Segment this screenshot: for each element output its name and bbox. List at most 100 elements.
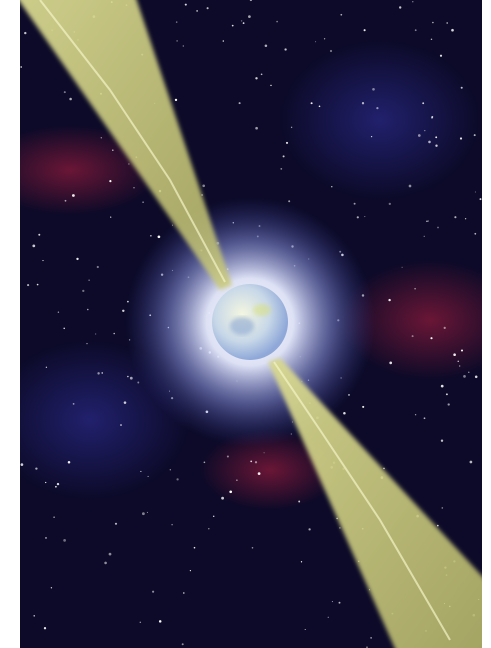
star (440, 439, 444, 442)
star (203, 461, 206, 464)
star (323, 38, 326, 40)
star (72, 403, 75, 405)
star (308, 528, 311, 531)
star (182, 592, 185, 594)
star (175, 21, 178, 23)
star (120, 424, 122, 426)
star (414, 287, 416, 290)
star (331, 186, 333, 188)
star (45, 366, 48, 368)
star (389, 361, 393, 365)
star (56, 482, 60, 486)
star (128, 163, 130, 165)
star (150, 235, 152, 237)
star (298, 500, 301, 503)
star (331, 601, 333, 603)
star (318, 105, 321, 108)
star (53, 516, 55, 519)
star (474, 191, 476, 193)
star (282, 155, 285, 158)
star (242, 22, 245, 24)
star (356, 216, 359, 219)
star (33, 615, 35, 617)
star (288, 200, 291, 203)
star (285, 141, 289, 144)
star (133, 186, 135, 189)
star (459, 365, 461, 367)
star (463, 375, 466, 378)
nebula (340, 260, 482, 380)
star (399, 6, 402, 9)
star (251, 547, 254, 549)
star (432, 21, 434, 24)
star (32, 244, 36, 248)
star (182, 45, 184, 47)
star (430, 337, 433, 340)
star (100, 137, 103, 139)
star (473, 134, 476, 137)
star (87, 308, 89, 311)
star (414, 414, 417, 416)
star (370, 135, 373, 138)
star (284, 48, 287, 51)
star (383, 467, 385, 470)
star (202, 184, 205, 188)
star (459, 137, 463, 140)
star (27, 284, 30, 287)
star (376, 106, 379, 110)
star (140, 470, 142, 472)
star (435, 144, 438, 147)
star (440, 384, 444, 388)
star (181, 643, 184, 646)
star (63, 539, 66, 542)
star (193, 546, 196, 549)
star (206, 7, 209, 10)
star-surface (230, 317, 254, 335)
star (57, 311, 60, 313)
star (43, 627, 47, 630)
star (152, 590, 155, 593)
star (240, 20, 243, 22)
star (435, 136, 438, 139)
beam-streak (273, 361, 451, 641)
star (361, 102, 365, 105)
star (441, 507, 444, 509)
star (67, 460, 71, 464)
star (142, 512, 145, 516)
star (469, 460, 473, 464)
star (63, 91, 66, 94)
star (479, 198, 482, 201)
star (439, 54, 443, 57)
star (343, 411, 346, 415)
star (300, 561, 303, 563)
star (255, 77, 258, 80)
star (474, 375, 478, 379)
star (236, 479, 238, 481)
star (222, 40, 225, 42)
star (414, 29, 417, 32)
star (445, 393, 448, 396)
star (229, 490, 233, 494)
star (35, 467, 38, 470)
beam-streak (39, 0, 226, 283)
star (137, 381, 140, 384)
star (423, 235, 425, 237)
star (446, 22, 449, 24)
star (114, 522, 118, 525)
star (24, 31, 27, 35)
star-surface (253, 304, 271, 316)
star (430, 38, 433, 41)
star (453, 353, 456, 357)
star (69, 97, 72, 101)
star (95, 333, 97, 335)
star (108, 552, 112, 556)
star (290, 126, 293, 129)
star (50, 587, 53, 589)
star (208, 527, 210, 530)
star (254, 461, 258, 464)
star (464, 218, 467, 220)
star (315, 41, 317, 43)
star (451, 28, 454, 32)
